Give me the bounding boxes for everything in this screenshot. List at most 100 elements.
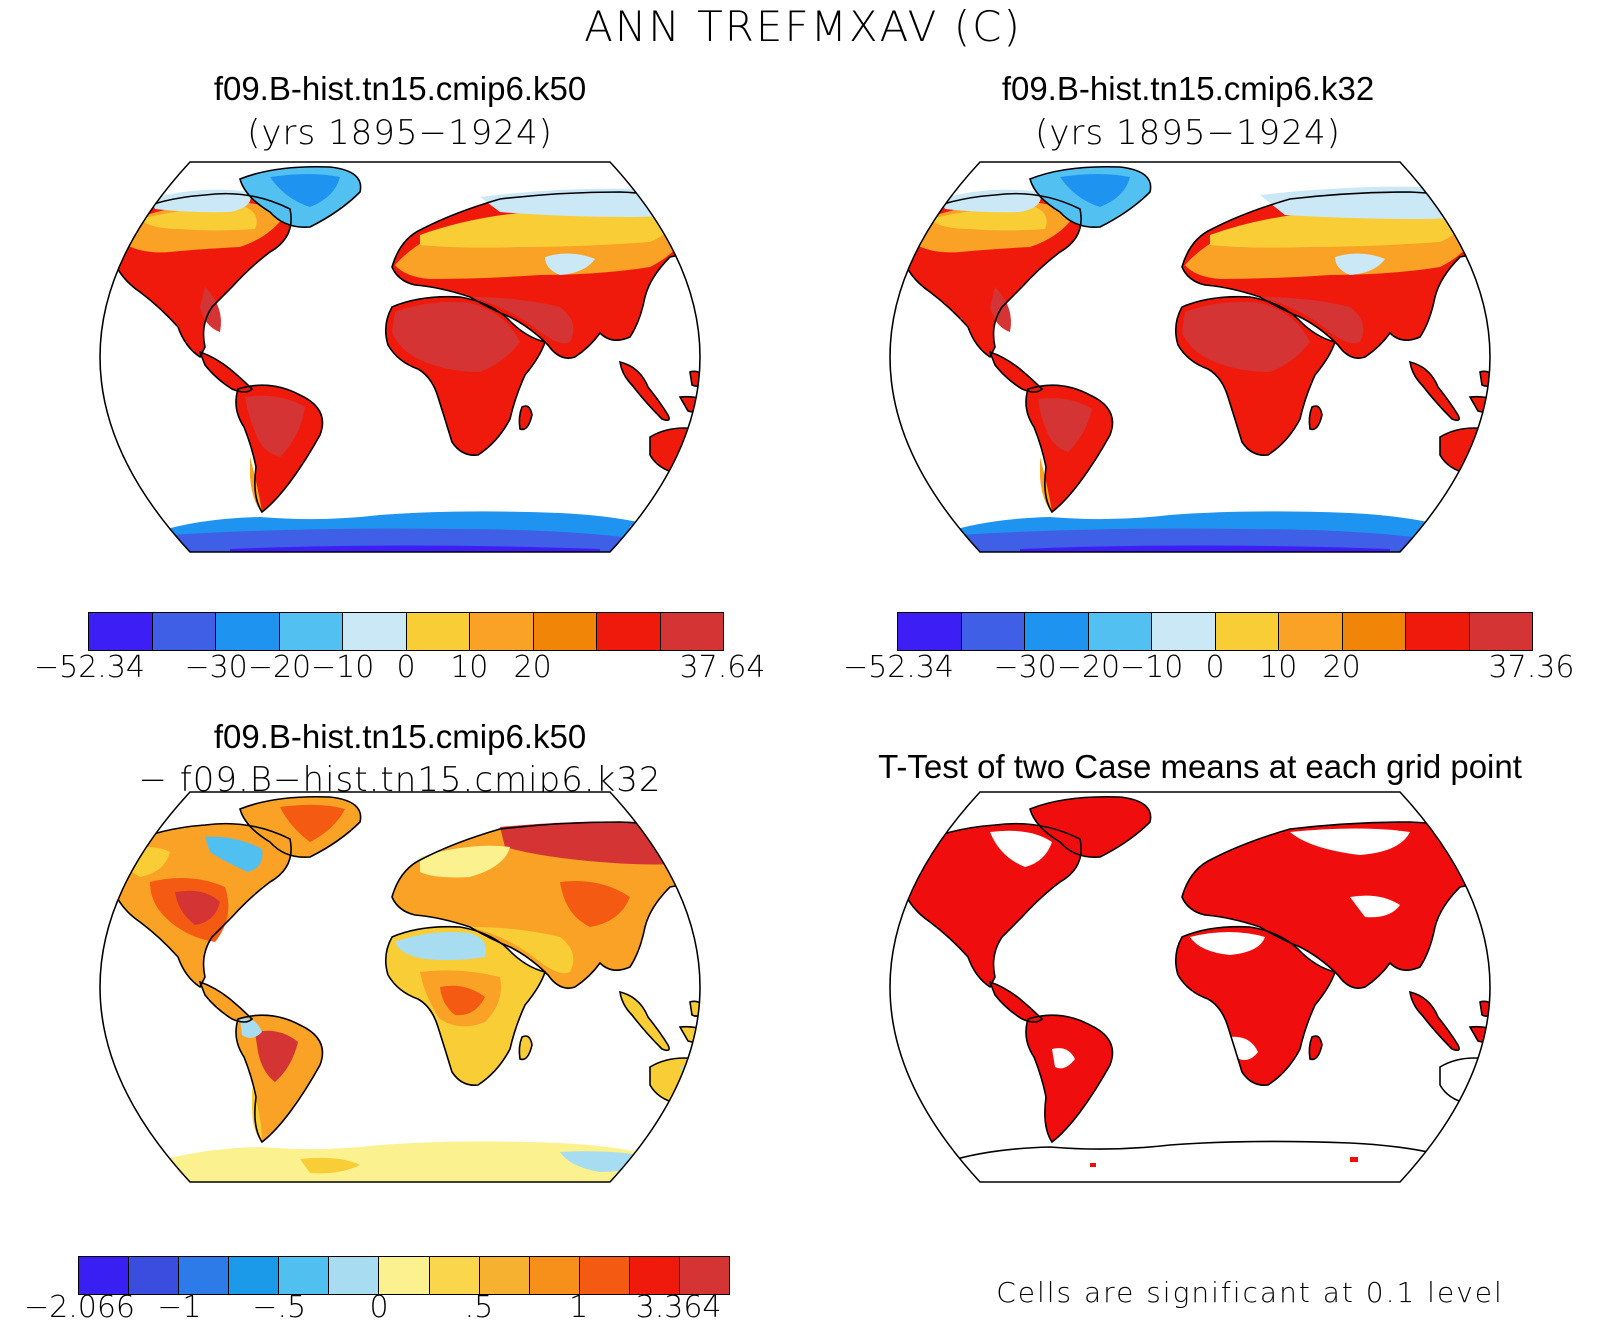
- colorbar-tick-label: 20: [1322, 650, 1361, 685]
- colorbar-swatch: [428, 1257, 479, 1294]
- band-sa-neg: [240, 1018, 262, 1038]
- panel-k50-subtitle: (yrs 1895−1924): [247, 113, 553, 153]
- map-k50: [99, 161, 701, 553]
- map-boundary: [889, 791, 1491, 1183]
- colorbar-tick-label: −.5: [252, 1290, 307, 1325]
- significance-note: Cells are significant at 0.1 level: [996, 1276, 1504, 1309]
- colorbar-swatch: [278, 1257, 329, 1294]
- panel-diff-title: f09.B-hist.tn15.cmip6.k50: [213, 718, 587, 755]
- band-greenland: [280, 804, 345, 842]
- colorbar-swatch: [1341, 613, 1405, 650]
- band-sa-hot: [245, 395, 305, 457]
- figure-title: ANN TREFMXAV (C): [584, 2, 1022, 51]
- band-na-neg: [205, 836, 263, 872]
- colorbar-swatch: [228, 1257, 279, 1294]
- panel-k50-title: f09.B-hist.tn15.cmip6.k50: [213, 70, 587, 107]
- colorbar-k32-labels: −52.34 −30 −20 −10 0 10 20 37.36: [790, 650, 1606, 690]
- insig-eur-1: [1290, 828, 1410, 855]
- band-greenland-core: [270, 174, 340, 207]
- colorbar-swatch: [1087, 613, 1151, 650]
- insig-australia: [1440, 1058, 1490, 1119]
- panel-ttest-title: T-Test of two Case means at each grid po…: [878, 748, 1522, 785]
- map-diff: [99, 791, 701, 1183]
- colorbar-swatch: [1405, 613, 1469, 650]
- map-boundary: [99, 791, 701, 1183]
- map-boundary: [889, 161, 1491, 553]
- band-arabia-india: [1260, 297, 1364, 344]
- colorbar-swatch: [628, 1257, 679, 1294]
- insig-eur-2: [1350, 895, 1400, 918]
- colorbar-swatch: [1024, 613, 1088, 650]
- colorbar-swatch: [1151, 613, 1215, 650]
- insig-na: [990, 830, 1052, 867]
- band-sa-south: [252, 1087, 262, 1142]
- colorbar-tick-label: −20: [1056, 650, 1121, 685]
- insig-sahara: [1190, 932, 1265, 955]
- band-greenland-core: [1060, 174, 1130, 207]
- colorbar-swatch: [469, 613, 533, 650]
- colorbar-swatch: [659, 613, 723, 650]
- colorbar-tick-label: 37.64: [679, 650, 766, 685]
- band-asia-warm: [560, 881, 630, 927]
- band-sa-south: [250, 457, 262, 512]
- sig-aus-east: [1490, 1081, 1515, 1101]
- colorbar-swatch: [342, 613, 406, 650]
- band-eur-pale: [420, 845, 510, 878]
- colorbar-swatch: [1278, 613, 1342, 650]
- map-k32: [889, 161, 1491, 553]
- band-sa-hot: [255, 1030, 298, 1082]
- colorbar-swatch: [215, 613, 279, 650]
- colorbar-swatch: [478, 1257, 529, 1294]
- colorbar-tick-label: 0: [1205, 650, 1225, 685]
- colorbar-swatch: [1468, 613, 1532, 650]
- land-australia: [650, 1058, 700, 1119]
- colorbar-tick-label: 37.36: [1488, 650, 1575, 685]
- colorbar-k32: [897, 612, 1533, 651]
- map-ttest: [889, 791, 1515, 1183]
- colorbar-tick-label: 20: [513, 650, 552, 685]
- band-arabia: [470, 927, 574, 974]
- map-boundary: [99, 161, 701, 553]
- colorbar-tick-label: −2.066: [23, 1290, 136, 1325]
- colorbar-swatch: [678, 1257, 730, 1294]
- colorbar-swatch: [89, 613, 152, 650]
- colorbar-tick-label: −30: [184, 650, 248, 685]
- band-aus-neg: [680, 1066, 700, 1085]
- colorbar-tick-label: −1: [157, 1290, 202, 1325]
- colorbar-tick-label: −52.34: [842, 650, 955, 685]
- band-na-cold: [940, 189, 1041, 213]
- band-na-hot: [175, 890, 220, 925]
- band-sahara: [392, 302, 520, 372]
- colorbar-diff: [78, 1256, 730, 1295]
- colorbar-tick-label: 10: [1259, 650, 1298, 685]
- colorbar-swatch: [898, 613, 961, 650]
- colorbar-tick-label: 3.364: [635, 1290, 722, 1325]
- band-ant-pos: [300, 1157, 360, 1174]
- band-tibet: [1335, 253, 1385, 275]
- colorbar-swatch: [79, 1257, 129, 1294]
- colorbar-tick-label: −52.34: [33, 650, 146, 685]
- band-na-cold: [150, 189, 251, 213]
- colorbar-swatch: [528, 1257, 579, 1294]
- insig-sa: [1052, 1048, 1075, 1069]
- band-eur-yellow: [1210, 211, 1460, 248]
- colorbar-swatch: [128, 1257, 179, 1294]
- colorbar-tick-label: −30: [993, 650, 1057, 685]
- colorbar-swatch: [178, 1257, 229, 1294]
- colorbar-swatch: [960, 613, 1024, 650]
- land-australia: [650, 428, 700, 489]
- colorbar-swatch: [378, 1257, 429, 1294]
- band-arabia-india: [470, 297, 574, 344]
- colorbar-swatch: [278, 613, 342, 650]
- colorbar-swatch: [1214, 613, 1278, 650]
- colorbar-tick-label: −20: [247, 650, 312, 685]
- band-sahara: [1182, 302, 1310, 372]
- band-tibet: [545, 253, 595, 275]
- colorbar-swatch: [151, 613, 215, 650]
- colorbar-diff-labels: −2.066 −1 −.5 0 .5 1 3.364: [0, 1290, 800, 1327]
- colorbar-tick-label: 1: [569, 1290, 589, 1325]
- colorbar-tick-label: 10: [450, 650, 489, 685]
- panel-k32-subtitle: (yrs 1895−1924): [1035, 113, 1341, 153]
- band-eur-yellow: [420, 211, 670, 248]
- colorbar-tick-label: .5: [464, 1290, 494, 1325]
